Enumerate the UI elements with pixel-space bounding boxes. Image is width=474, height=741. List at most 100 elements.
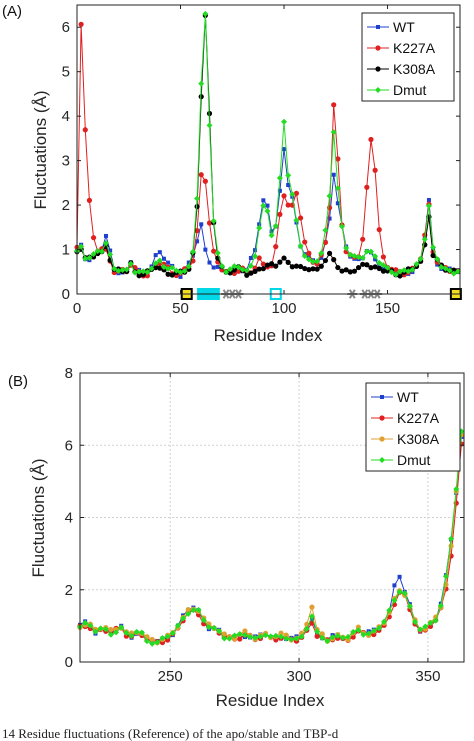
x-tick-label: 100 bbox=[272, 300, 297, 317]
data-point bbox=[165, 637, 171, 643]
data-point bbox=[185, 610, 192, 617]
legend-marker bbox=[380, 395, 384, 399]
data-point bbox=[430, 252, 436, 259]
data-point bbox=[285, 202, 291, 208]
data-point bbox=[211, 248, 217, 254]
data-point bbox=[261, 198, 266, 203]
data-point bbox=[363, 248, 370, 255]
data-point bbox=[90, 251, 97, 258]
panel-a-y-ticks: 0 1 2 3 4 5 6 bbox=[62, 19, 460, 303]
data-point bbox=[339, 634, 346, 641]
data-point bbox=[372, 264, 378, 270]
data-point bbox=[156, 257, 163, 264]
x-tick-label: 150 bbox=[375, 300, 400, 317]
data-point bbox=[159, 635, 166, 642]
data-point bbox=[108, 626, 114, 633]
data-point bbox=[174, 622, 181, 629]
data-point bbox=[256, 255, 262, 261]
y-tick-label: 5 bbox=[62, 64, 70, 81]
data-point bbox=[82, 619, 89, 626]
legend-entry: Dmut bbox=[371, 452, 431, 468]
data-point bbox=[318, 263, 324, 269]
data-point bbox=[97, 625, 104, 632]
y-tick-label: 0 bbox=[62, 286, 70, 303]
data-point bbox=[278, 630, 284, 636]
data-point bbox=[223, 269, 230, 276]
legend-label: K308A bbox=[397, 431, 440, 447]
data-point bbox=[190, 253, 195, 258]
data-point bbox=[281, 193, 287, 199]
legend-entry: K308A bbox=[371, 431, 440, 447]
data-point bbox=[364, 262, 370, 268]
data-point bbox=[169, 264, 176, 271]
data-point bbox=[86, 254, 93, 261]
data-point bbox=[322, 257, 329, 264]
data-point bbox=[190, 607, 197, 614]
data-point bbox=[422, 623, 429, 630]
data-point bbox=[198, 80, 205, 87]
data-point bbox=[242, 628, 248, 634]
data-point bbox=[360, 236, 366, 242]
data-point bbox=[268, 232, 275, 239]
data-point bbox=[293, 190, 300, 196]
data-point bbox=[206, 220, 213, 226]
data-point bbox=[285, 172, 292, 179]
legend-entry: Dmut bbox=[367, 82, 427, 98]
data-point bbox=[216, 628, 223, 635]
data-point bbox=[131, 269, 138, 276]
data-point bbox=[329, 634, 336, 641]
data-point bbox=[169, 630, 176, 637]
data-point bbox=[202, 10, 209, 17]
data-point bbox=[138, 629, 145, 636]
data-point bbox=[409, 266, 416, 273]
data-point bbox=[319, 631, 325, 637]
data-point bbox=[107, 251, 114, 258]
data-point bbox=[264, 262, 271, 268]
data-point bbox=[127, 260, 134, 267]
data-point bbox=[454, 268, 461, 275]
data-point bbox=[273, 244, 279, 250]
data-point bbox=[92, 628, 99, 635]
data-point bbox=[221, 631, 227, 637]
data-point bbox=[207, 260, 212, 265]
data-point bbox=[289, 264, 295, 270]
y-tick-label: 4 bbox=[65, 510, 73, 527]
data-point bbox=[277, 211, 283, 217]
data-point bbox=[380, 254, 386, 260]
data-point bbox=[343, 244, 350, 251]
data-point bbox=[293, 635, 300, 642]
data-point bbox=[232, 636, 238, 642]
data-point bbox=[244, 272, 250, 278]
data-point bbox=[350, 634, 356, 640]
data-point bbox=[305, 256, 312, 263]
data-point bbox=[442, 573, 449, 580]
y-tick-label: 3 bbox=[62, 153, 70, 170]
data-point bbox=[200, 617, 207, 624]
panel-a-legend: WT K227A K308A Dmut bbox=[361, 12, 455, 102]
series-k227a bbox=[77, 441, 465, 646]
legend-marker bbox=[379, 457, 385, 463]
data-point bbox=[248, 270, 254, 276]
data-point bbox=[153, 253, 158, 258]
data-point bbox=[421, 236, 428, 243]
data-point bbox=[257, 222, 262, 227]
data-point bbox=[180, 615, 187, 622]
data-point bbox=[360, 261, 366, 267]
data-point bbox=[283, 635, 290, 642]
data-point bbox=[252, 268, 258, 275]
data-point bbox=[322, 239, 329, 246]
data-point bbox=[297, 263, 304, 270]
data-point bbox=[453, 486, 460, 493]
data-point bbox=[164, 633, 171, 640]
data-point bbox=[381, 618, 388, 625]
data-point bbox=[314, 258, 321, 265]
data-point bbox=[181, 267, 188, 274]
data-point bbox=[388, 269, 395, 276]
data-point bbox=[297, 242, 304, 249]
legend-marker bbox=[375, 66, 381, 72]
legend-marker bbox=[376, 25, 380, 29]
data-point bbox=[260, 202, 267, 209]
data-point bbox=[334, 632, 341, 639]
data-point bbox=[273, 263, 279, 269]
